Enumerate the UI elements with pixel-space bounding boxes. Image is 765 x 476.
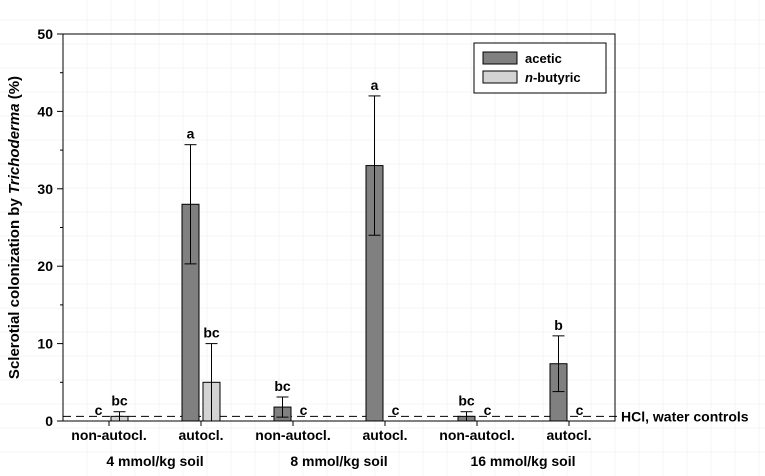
y-axis-title: Sclerotial colonization by Trichoderma (…: [6, 76, 23, 379]
reference-line-label: HCl, water controls: [621, 408, 749, 424]
y-tick-label: 20: [37, 258, 53, 274]
x-category-label: autocl.: [546, 427, 591, 443]
y-tick-label: 10: [37, 336, 53, 352]
legend-swatch-acetic: [482, 51, 518, 65]
significance-label: bc: [458, 393, 475, 409]
x-category-label: autocl.: [362, 427, 407, 443]
legend-box: [473, 42, 607, 94]
legend-label-n-butyric: n-butyric: [525, 70, 581, 85]
significance-label: c: [392, 402, 400, 418]
y-axis-title-italic: Trichoderma: [6, 103, 23, 194]
y-tick-label: 0: [45, 413, 53, 429]
significance-label: c: [576, 402, 584, 418]
x-category-label: autocl.: [178, 427, 223, 443]
x-group-label: 16 mmol/kg soil: [470, 453, 575, 469]
significance-label: c: [95, 402, 103, 418]
x-category-label: non-autocl.: [255, 427, 330, 443]
legend-label-n-butyric-prefix: n: [525, 70, 533, 85]
x-axis: non-autocl. autocl. non-autocl. autocl. non-…: [71, 421, 592, 469]
legend: acetic n-butyric: [473, 42, 607, 94]
legend-label-acetic: acetic: [525, 51, 562, 66]
y-axis-title-prefix: Sclerotial colonization by: [6, 194, 23, 379]
significance-label: a: [371, 77, 379, 93]
y-tick-label: 50: [37, 26, 53, 42]
significance-label: a: [187, 126, 195, 142]
legend-label-n-butyric-suffix: -butyric: [533, 70, 581, 85]
x-category-label: non-autocl.: [439, 427, 514, 443]
significance-label: bc: [203, 325, 220, 341]
significance-label: b: [554, 317, 563, 333]
legend-swatch-n-butyric: [482, 70, 518, 84]
significance-label: c: [484, 402, 492, 418]
y-axis: 0 10 20 30 40 50: [37, 26, 63, 429]
significance-label: c: [300, 402, 308, 418]
reference-line: HCl, water controls: [63, 408, 749, 424]
y-axis-title-suffix: (%): [6, 76, 23, 104]
y-tick-label: 40: [37, 103, 53, 119]
significance-label: bc: [111, 393, 128, 409]
x-group-label: 8 mmol/kg soil: [290, 453, 387, 469]
y-tick-label: 30: [37, 181, 53, 197]
significance-label: bc: [274, 378, 291, 394]
x-category-label: non-autocl.: [71, 427, 146, 443]
x-group-label: 4 mmol/kg soil: [106, 453, 203, 469]
